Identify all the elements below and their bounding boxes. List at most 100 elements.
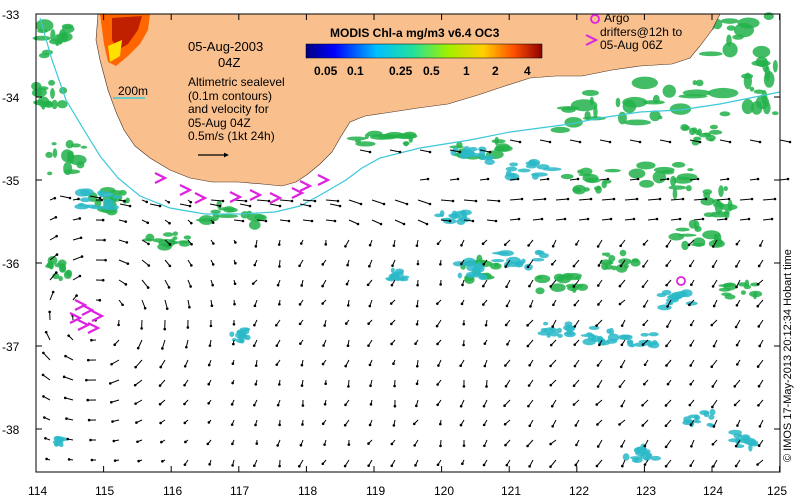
colorbar-tick: 4 [524,64,531,78]
velocity-arrow [578,198,592,201]
velocity-arrow-head [642,323,646,327]
velocity-arrow-head [711,245,715,248]
velocity-arrow [693,198,707,201]
velocity-arrow [160,359,166,368]
velocity-arrow-head [211,221,215,224]
velocity-arrow-head [595,403,599,406]
chl-blob [534,249,543,256]
velocity-arrow-head [42,351,45,355]
velocity-arrow [394,199,408,205]
velocity-arrow-head [620,343,624,347]
chl-blob [236,329,247,335]
velocity-arrow-head [596,385,600,388]
velocity-arrow-head [300,284,304,287]
velocity-arrow-head [321,302,324,305]
velocity-arrow-head [207,382,211,386]
chl-blob [667,295,673,299]
velocity-arrow-head [435,324,439,328]
velocity-arrow-head [44,437,47,440]
velocity-arrow-head [527,404,530,408]
velocity-arrow-head [689,464,692,467]
velocity-arrow-head [136,346,140,350]
velocity-arrow-head [390,283,394,287]
chl-blob [57,32,73,42]
argo-chevron [74,299,88,311]
chl-blob [58,264,67,273]
chl-blob [210,209,221,214]
velocity-arrow [118,279,127,285]
argo-legend-circle [590,14,600,24]
velocity-arrow-head [786,177,790,181]
velocity-arrow-head [664,404,668,407]
chl-blob [65,269,73,278]
velocity-arrow [689,139,701,143]
velocity-arrow-head [757,403,760,407]
velocity-arrow [735,319,741,328]
velocity-arrow-head [436,403,439,407]
velocity-arrow [539,178,549,181]
velocity-arrow-head [436,302,439,305]
velocity-arrow-head [230,403,234,406]
velocity-arrow-head [461,462,464,466]
velocity-arrow-head [437,364,440,367]
chl-blob [699,410,710,416]
chl-blob [449,145,464,149]
velocity-arrow-head [64,354,67,358]
chl-blob [623,119,651,126]
chl-blob [724,294,736,300]
velocity-arrow-head [232,342,235,346]
velocity-arrow-head [618,423,621,426]
lon-label: 118 [298,484,318,498]
velocity-arrow-head [111,420,114,423]
velocity-arrow-head [123,199,126,203]
velocity-arrow [479,149,491,153]
chl-blob [740,290,746,295]
velocity-arrow-head [734,464,738,468]
velocity-arrow-head [78,274,82,278]
velocity-arrow [43,352,51,361]
velocity-arrow [596,459,603,467]
chl-blob [728,429,743,435]
lon-label: 117 [230,484,250,498]
velocity-arrow [141,299,146,309]
colorbar-tick: 2 [492,64,499,78]
chl-blob [33,99,46,106]
velocity-arrow-head [735,343,739,347]
argo-drifters [69,172,331,334]
chl-blob [521,258,526,264]
velocity-arrow [527,259,534,268]
velocity-arrow-head [747,217,751,221]
velocity-arrow-head [712,464,715,468]
velocity-arrow-head [460,262,463,266]
velocity-arrow-head [711,265,715,268]
chl-blob [57,439,64,443]
argo-chevron [249,189,263,201]
chl-blob [531,173,539,180]
velocity-arrow-head [125,241,129,244]
velocity-arrow [269,203,281,207]
chl-blob [491,258,505,263]
chl-blob [726,25,736,31]
velocity-arrow [504,399,511,407]
velocity-arrow [486,199,500,202]
chl-blob [78,202,85,207]
chl-blob [698,51,723,57]
velocity-arrow-head [518,140,522,144]
velocity-arrow-head [254,245,258,248]
velocity-arrow-head [276,283,280,287]
chl-blob [698,132,712,138]
chl-blob [695,416,701,420]
chl-blob [506,256,521,265]
velocity-arrow-head [244,199,248,203]
velocity-arrow-head [368,150,372,154]
chl-blob [671,291,686,299]
argo-line: drifters@12h to [600,24,683,39]
velocity-arrow-head [276,444,279,447]
velocity-arrow-head [505,285,508,289]
chl-blob [619,334,632,338]
velocity-arrow [118,259,129,265]
velocity-arrow-head [597,303,600,306]
velocity-arrow-head [255,442,259,445]
chl-blob [771,111,779,116]
velocity-arrow-head [366,283,370,287]
